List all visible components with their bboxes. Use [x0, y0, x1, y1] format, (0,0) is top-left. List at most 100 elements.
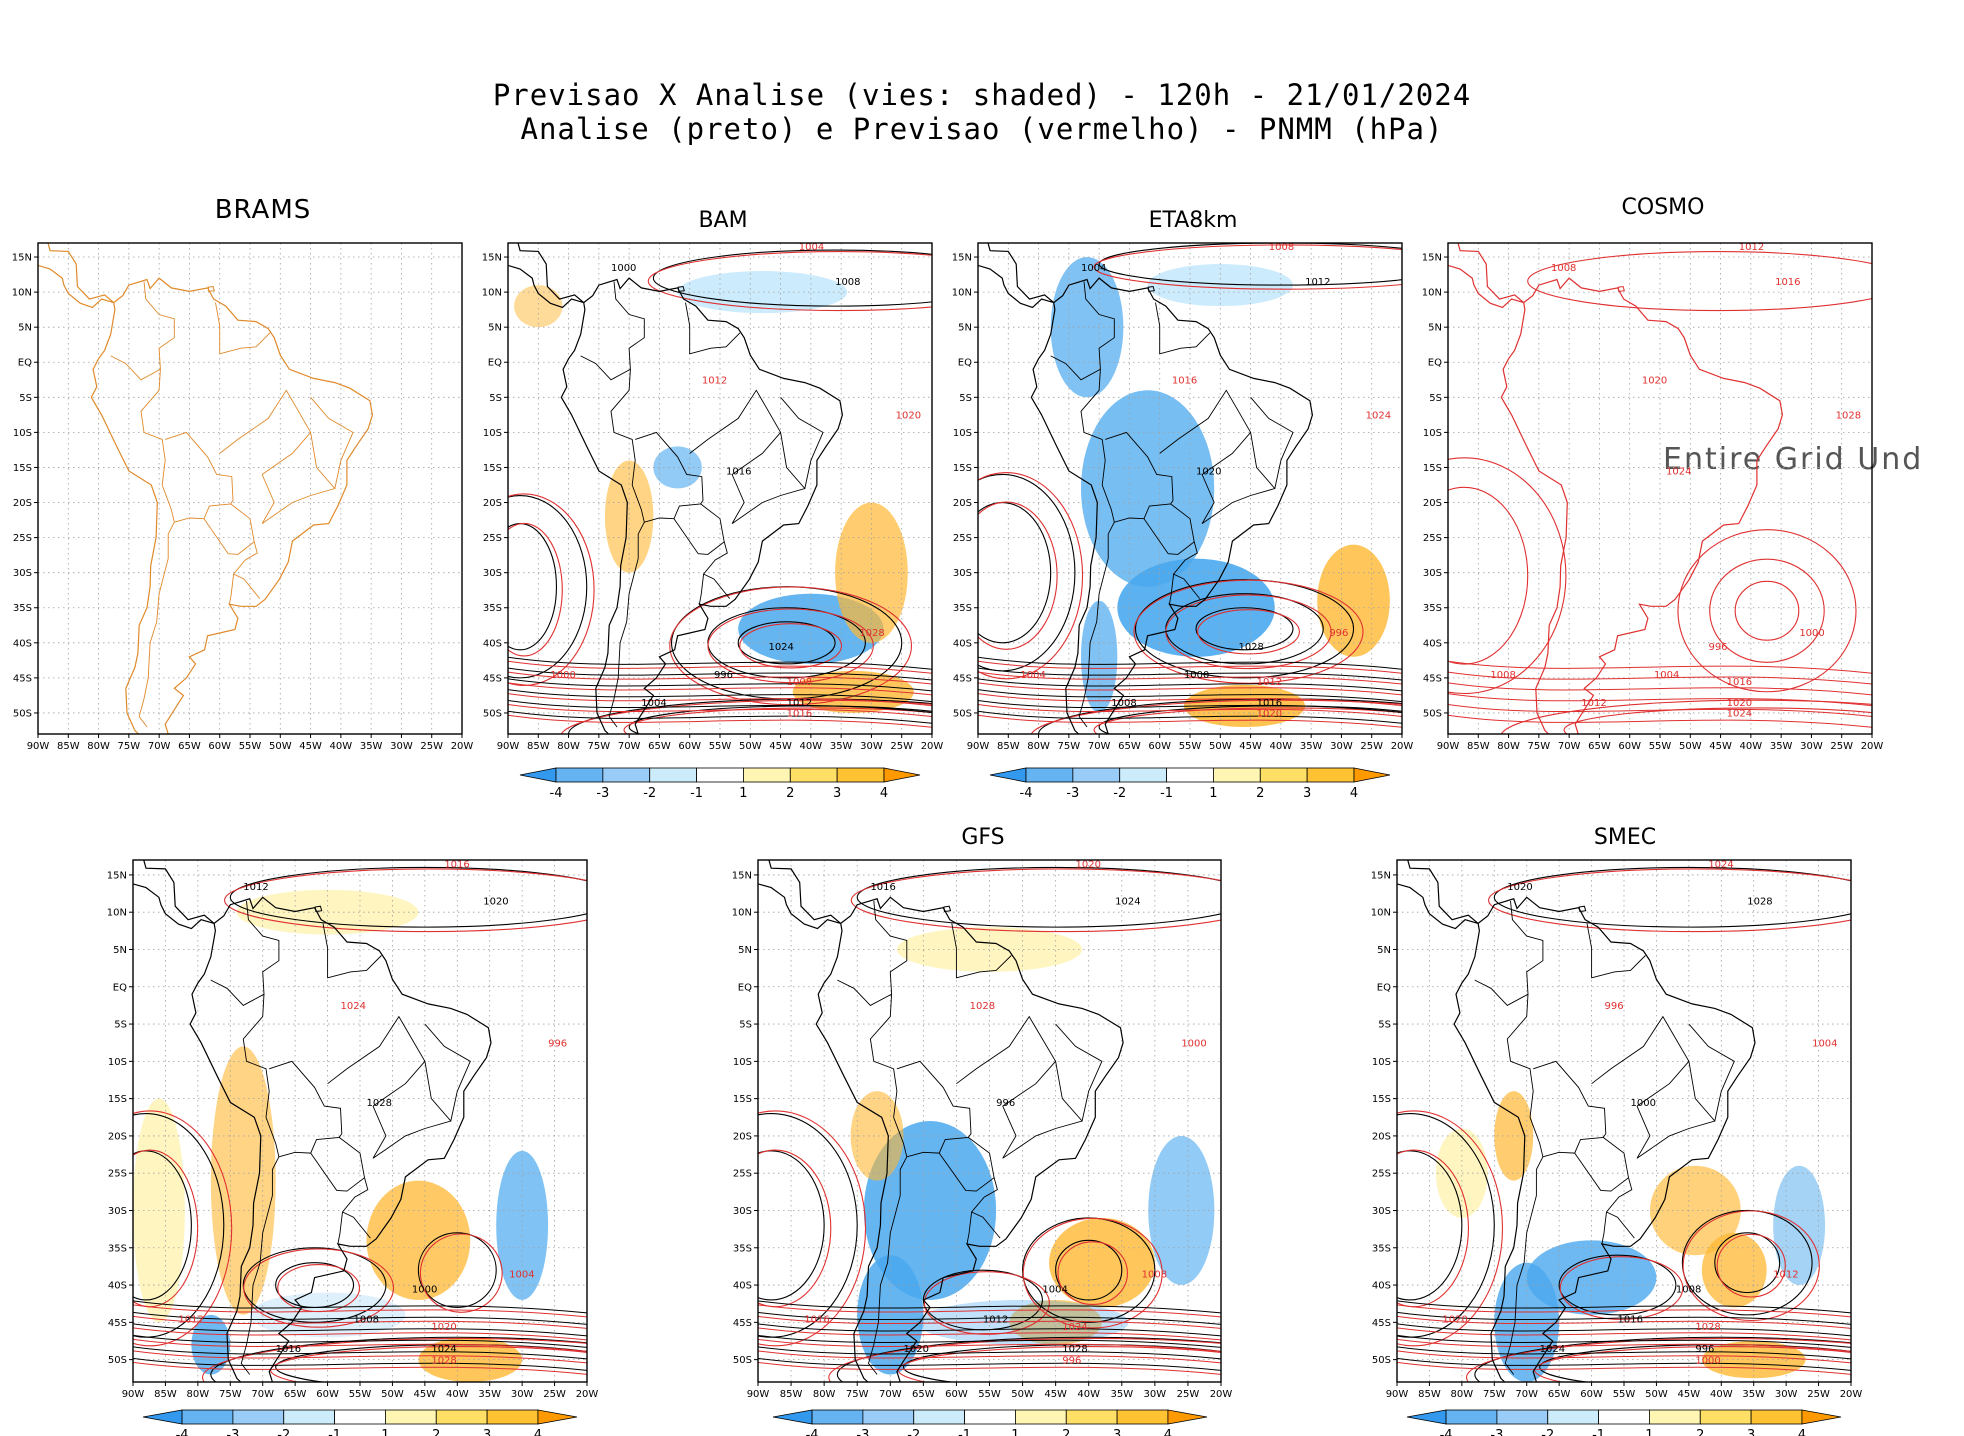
colorbar-segment: [555, 767, 604, 783]
lon-tick-label: 20W: [1861, 741, 1884, 752]
colorbar-segment: [283, 1409, 335, 1425]
lon-tick-label: 65W: [1588, 741, 1611, 752]
forecast-isobar: [508, 522, 563, 657]
coastline: [560, 277, 844, 734]
forecast-isobar: [243, 1248, 395, 1328]
lon-tick-label: 20W: [921, 741, 944, 752]
lon-tick-label: 25W: [890, 741, 913, 752]
coastline: [1453, 896, 1756, 1382]
analysis-isobar: [856, 866, 1221, 928]
country-border: [780, 397, 824, 489]
lon-tick-label: 65W: [912, 1389, 935, 1400]
colorbar-segment: [1072, 767, 1121, 783]
analysis-isobar: [508, 656, 932, 670]
isobar-label: 1020: [1642, 375, 1667, 386]
forecast-isobar: [978, 682, 1402, 696]
isobar-label: 1000: [412, 1285, 437, 1296]
forecast-isobar: [739, 623, 843, 669]
lon-tick-label: 80W: [87, 741, 110, 752]
country-border: [1105, 431, 1174, 523]
lat-tick-label: 10S: [483, 428, 502, 439]
isobar-label: 1028: [970, 1001, 995, 1012]
colorbar-tick-label: 3: [1747, 1428, 1755, 1436]
forecast-isobar: [508, 493, 595, 686]
country-border: [424, 1023, 471, 1122]
colorbar-tick-label: -3: [856, 1428, 869, 1436]
colorbar-segment: [696, 767, 744, 783]
colorbar: -4 -3 -2 -1 1 2 3 4: [1406, 1409, 1842, 1436]
forecast-isobar: [758, 1110, 867, 1347]
lon-tick-label: 30W: [1144, 1389, 1167, 1400]
island: [1509, 838, 1537, 852]
analysis-isobar: [978, 710, 1402, 724]
colorbar-segment: [1496, 1409, 1549, 1425]
colorbar-tick-label: -1: [1592, 1428, 1605, 1436]
colorbar-tick-label: 3: [1113, 1428, 1121, 1436]
island: [943, 905, 952, 913]
lon-tick-label: 60W: [316, 1389, 339, 1400]
lat-tick-label: EQ: [1428, 358, 1442, 369]
country-border: [242, 994, 270, 1118]
isobar-label: 1008: [787, 677, 812, 688]
island: [207, 285, 215, 292]
analysis-isobar: [758, 1357, 1221, 1371]
forecast-isobar: [1030, 699, 1402, 734]
lon-tick-label: 25W: [1807, 1389, 1830, 1400]
country-border: [269, 1060, 343, 1158]
forecast-isobar: [508, 660, 932, 674]
lon-tick-label: 50W: [1011, 1389, 1034, 1400]
lat-tick-label: 10N: [1371, 908, 1391, 919]
colorbar-tick-label: -2: [277, 1428, 290, 1436]
colorbar-segment: [883, 767, 921, 783]
country-border: [956, 1015, 1057, 1107]
isobar-label: 1000: [550, 670, 575, 681]
isobar-label: 1012: [1257, 677, 1282, 688]
lat-tick-label: 15S: [483, 463, 502, 474]
analysis-isobar: [133, 1300, 587, 1314]
forecast-isobar: [978, 660, 1402, 674]
lon-tick-label: 30W: [1775, 1389, 1798, 1400]
lat-tick-label: 25S: [733, 1169, 752, 1180]
lon-tick-label: 25W: [1177, 1389, 1200, 1400]
lat-tick-label: 35S: [953, 603, 972, 614]
analysis-isobar: [133, 1311, 587, 1325]
bias-shading-area: [604, 460, 654, 573]
lat-tick-label: 25S: [13, 533, 32, 544]
colorbar-segment: [1167, 1409, 1208, 1425]
isobar-label: 1008: [1111, 698, 1136, 709]
country-border: [140, 369, 166, 486]
lon-tick-label: 60W: [945, 1389, 968, 1400]
island: [677, 285, 685, 292]
forecast-isobar: [419, 1233, 503, 1313]
lat-tick-label: 45S: [13, 673, 32, 684]
colorbar-tick-label: -1: [690, 786, 703, 801]
colorbar-tick-label: 4: [1164, 1428, 1172, 1436]
colorbar-tick-label: -3: [1066, 786, 1079, 801]
isobar-label: 1004: [1020, 670, 1045, 681]
lat-tick-label: 50S: [733, 1355, 752, 1366]
lat-tick-label: 30S: [108, 1206, 127, 1217]
analysis-isobar: [1493, 866, 1851, 928]
figure-title-line2: Analise (preto) e Previsao (vermelho) - …: [520, 112, 1444, 146]
colorbar-tick-label: 3: [833, 786, 841, 801]
analysis-isobar: [758, 1346, 1221, 1360]
forecast-isobar: [978, 714, 1402, 728]
colorbar-segment: [811, 1409, 864, 1425]
lon-tick-label: 75W: [219, 1389, 242, 1400]
colorbar-tick-label: 3: [1303, 786, 1311, 801]
country-border: [966, 1211, 973, 1245]
isobar-label: 1004: [1812, 1038, 1837, 1049]
lon-tick-label: 25W: [1360, 741, 1383, 752]
forecast-isobar: [508, 714, 932, 728]
colorbar-segment: [1598, 1409, 1650, 1425]
forecast-isobar: [133, 1315, 587, 1329]
lon-tick-label: 80W: [1027, 741, 1050, 752]
forecast-isobar: [1448, 682, 1872, 696]
country-border: [1504, 1117, 1544, 1375]
colorbar-tick-label: 2: [1256, 786, 1264, 801]
colorbar-segment: [602, 767, 651, 783]
bias-shading-area: [418, 1337, 523, 1382]
forecast-isobar: [1559, 1256, 1684, 1320]
country-border: [1159, 389, 1252, 475]
